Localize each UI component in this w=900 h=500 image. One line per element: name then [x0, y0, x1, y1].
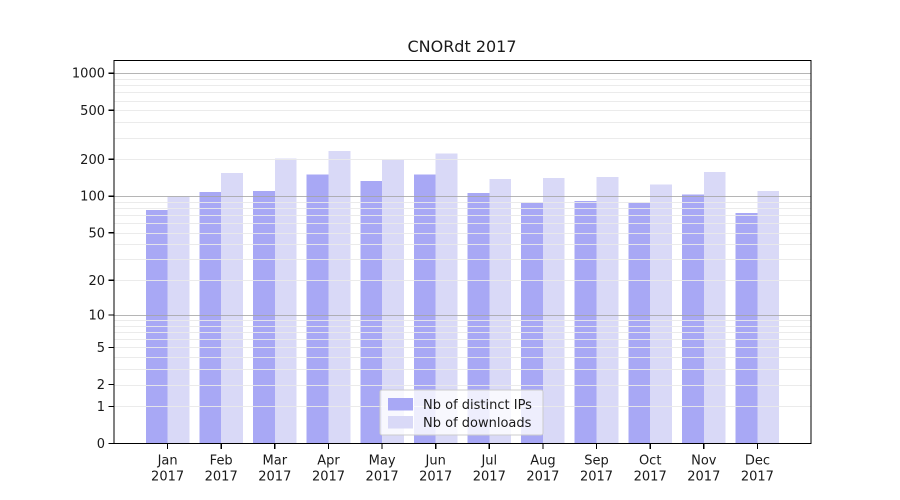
- x-tick-label-month-may: May: [369, 454, 396, 469]
- x-tick-label-year-apr: 2017: [312, 470, 345, 485]
- y-tick-label-100: 100: [80, 190, 105, 205]
- bar-distinct-ips-oct: [628, 202, 651, 444]
- bar-downloads-sep: [596, 177, 619, 444]
- bar-distinct-ips-sep: [574, 201, 597, 444]
- bar-distinct-ips-nov: [682, 194, 704, 444]
- plot-border: [113, 59, 812, 445]
- y-tick-label-5: 5: [97, 341, 105, 356]
- y-tick-label-200: 200: [80, 153, 105, 168]
- bar-distinct-ips-jul: [467, 193, 490, 444]
- bar-downloads-may: [382, 159, 404, 444]
- bar-distinct-ips-may: [360, 181, 383, 444]
- bar-downloads-oct: [650, 184, 672, 444]
- bar-distinct-ips-mar: [253, 191, 275, 444]
- bar-distinct-ips-feb: [199, 192, 222, 444]
- x-tick-label-month-jul: Jul: [480, 454, 497, 469]
- bar-downloads-mar: [274, 158, 297, 444]
- grid-layer: [114, 73, 811, 407]
- x-tick-label-year-may: 2017: [366, 470, 399, 485]
- legend-swatch-downloads: [388, 416, 413, 429]
- x-tick-label-month-apr: Apr: [317, 454, 340, 469]
- x-tick-label-month-oct: Oct: [639, 454, 661, 469]
- y-tick-label-10: 10: [88, 309, 105, 324]
- x-tick-label-year-sep: 2017: [580, 470, 613, 485]
- bars-layer: [145, 151, 780, 444]
- y-tick-label-500: 500: [80, 104, 105, 119]
- legend-swatch-distinct-ips: [388, 398, 413, 411]
- x-tick-label-month-sep: Sep: [584, 454, 609, 469]
- legend: Nb of distinct IPs Nb of downloads: [379, 389, 544, 436]
- x-tick-label-year-aug: 2017: [526, 470, 559, 485]
- y-tick-label-2: 2: [97, 378, 105, 393]
- bar-distinct-ips-apr: [306, 174, 329, 444]
- bar-distinct-ips-dec: [735, 212, 758, 444]
- axes-layer: 10005002001005020105210Jan2017Feb2017Mar…: [72, 59, 812, 485]
- chart-title: CNORdt 2017: [407, 37, 516, 56]
- y-tick-label-0: 0: [97, 437, 105, 452]
- x-tick-label-year-jun: 2017: [419, 470, 452, 485]
- y-tick-label-50: 50: [88, 226, 105, 241]
- x-tick-label-year-jan: 2017: [151, 470, 184, 485]
- x-tick-label-month-mar: Mar: [263, 454, 288, 469]
- x-tick-label-month-feb: Feb: [210, 454, 233, 469]
- x-tick-label-month-dec: Dec: [745, 454, 770, 469]
- bar-downloads-jun: [435, 153, 458, 444]
- bar-distinct-ips-aug: [521, 202, 543, 444]
- x-tick-label-year-dec: 2017: [741, 470, 774, 485]
- bar-downloads-nov: [703, 171, 726, 444]
- y-tick-label-20: 20: [88, 274, 105, 289]
- x-tick-label-year-feb: 2017: [205, 470, 238, 485]
- bar-downloads-feb: [221, 172, 243, 444]
- bar-downloads-aug: [542, 177, 565, 444]
- bar-downloads-apr: [328, 151, 351, 444]
- bar-downloads-jul: [489, 179, 512, 444]
- legend-box: [379, 389, 544, 436]
- y-tick-label-1: 1: [97, 400, 105, 415]
- x-tick-label-year-mar: 2017: [258, 470, 291, 485]
- x-tick-label-month-jan: Jan: [157, 454, 178, 469]
- bar-downloads-dec: [757, 191, 780, 444]
- bar-distinct-ips-jun: [413, 174, 436, 444]
- x-tick-label-month-nov: Nov: [691, 454, 717, 469]
- x-tick-label-month-aug: Aug: [530, 454, 555, 469]
- legend-label-distinct-ips: Nb of distinct IPs: [423, 398, 532, 413]
- x-tick-label-month-jun: Jun: [425, 454, 446, 469]
- legend-label-downloads: Nb of downloads: [423, 416, 532, 431]
- x-tick-label-year-nov: 2017: [687, 470, 720, 485]
- x-tick-label-year-oct: 2017: [634, 470, 667, 485]
- y-tick-label-1000: 1000: [72, 67, 105, 82]
- x-tick-label-year-jul: 2017: [473, 470, 506, 485]
